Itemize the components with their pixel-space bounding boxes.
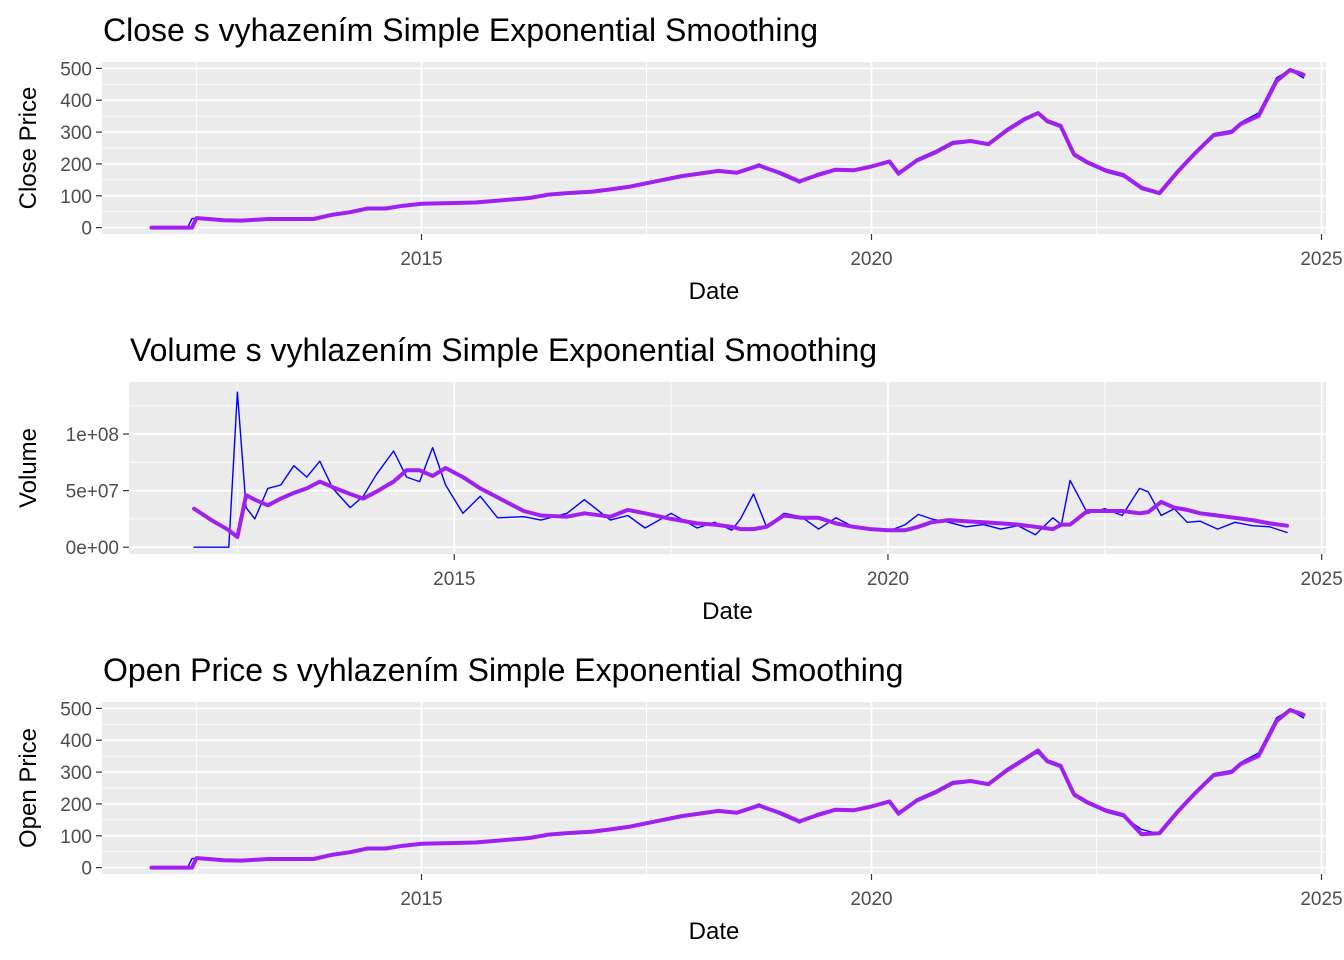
y-tick-label: 100 [60,827,92,848]
chart-title: Close s vyhazením Simple Exponential Smo… [103,12,818,48]
chart-panel-volume: 2015 2020 2025 0e+00 5e+07 1e+08 Volume s vyhl… [15,332,1343,625]
x-tick-label: 2015 [400,249,442,270]
chart-title: Volume s vyhlazením Simple Exponential S… [130,332,877,368]
x-axis-label: Date [689,918,740,945]
x-tick-label: 2015 [400,889,442,910]
y-tick-label: 0 [81,219,92,240]
smoothed-series-line [149,708,1306,870]
chart-panel-close: 2015 2020 2025 0 100 200 300 400 500 Close s vyha… [15,12,1343,305]
y-tick-label: 300 [60,123,92,144]
y-tick-label: 100 [60,187,92,208]
y-tick-label: 300 [60,763,92,784]
y-tick-label: 200 [60,155,92,176]
x-tick-label: 2020 [867,569,909,590]
y-tick-label: 200 [60,795,92,816]
y-tick-label: 5e+07 [66,482,119,503]
y-tick-label: 500 [60,59,92,80]
y-axis-label: Open Price [15,728,42,848]
x-axis-label: Date [702,598,753,625]
y-tick-label: 400 [60,91,92,112]
x-tick-label: 2025 [1300,889,1342,910]
y-tick-label: 0e+00 [66,538,119,559]
y-tick-label: 0 [81,859,92,880]
chart-panel-open: 2015 2020 2025 0 100 200 300 400 500 Open Price s… [15,652,1343,945]
smoothed-series-line [192,466,1289,539]
y-tick-label: 1e+08 [66,425,119,446]
y-axis-label: Close Price [15,87,42,210]
x-tick-label: 2025 [1300,249,1342,270]
x-tick-label: 2020 [850,249,892,270]
x-tick-label: 2015 [433,569,475,590]
x-tick-label: 2025 [1301,569,1343,590]
smoothed-series-line [149,68,1306,230]
y-tick-label: 400 [60,731,92,752]
chart-title: Open Price s vyhlazením Simple Exponenti… [103,652,903,688]
x-tick-label: 2020 [850,889,892,910]
y-tick-label: 500 [60,699,92,720]
x-axis-label: Date [689,278,740,305]
y-axis-label: Volume [15,428,42,508]
